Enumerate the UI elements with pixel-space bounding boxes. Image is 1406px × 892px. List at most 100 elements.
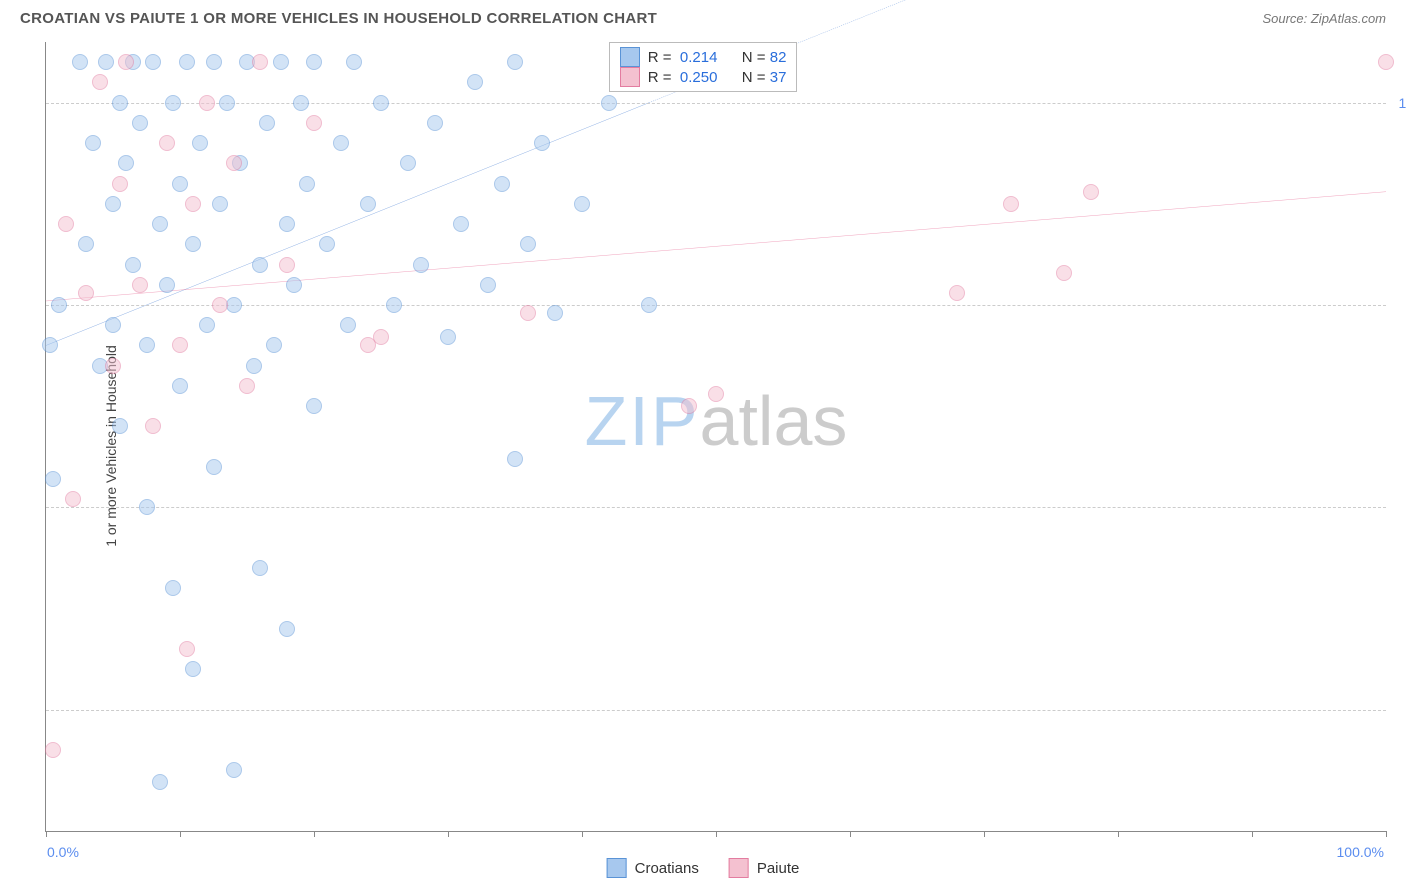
scatter-point [145, 418, 161, 434]
n-prefix: N = [742, 69, 770, 86]
n-value-croatians: 82 [770, 49, 787, 66]
scatter-point [159, 135, 175, 151]
scatter-point [1056, 265, 1072, 281]
scatter-point [152, 216, 168, 232]
scatter-point [219, 95, 235, 111]
scatter-point [78, 285, 94, 301]
scatter-point [520, 305, 536, 321]
y-tick-label: 95.0% [1391, 297, 1406, 313]
scatter-point [132, 115, 148, 131]
regression-line [46, 192, 1386, 301]
scatter-point [125, 257, 141, 273]
scatter-point [306, 115, 322, 131]
r-label: R = 0.214 [648, 49, 718, 66]
y-tick-label: 85.0% [1391, 702, 1406, 718]
scatter-point [179, 641, 195, 657]
scatter-point [340, 317, 356, 333]
scatter-point [85, 135, 101, 151]
scatter-point [252, 54, 268, 70]
scatter-point [1083, 184, 1099, 200]
scatter-point [681, 398, 697, 414]
scatter-point [279, 257, 295, 273]
legend-stats: R = 0.214 N = 82 R = 0.250 N = 37 [609, 42, 798, 92]
scatter-point [72, 54, 88, 70]
scatter-point [165, 95, 181, 111]
swatch-paiute-icon [729, 858, 749, 878]
scatter-point [105, 317, 121, 333]
scatter-point [139, 337, 155, 353]
scatter-point [494, 176, 510, 192]
y-tick-label: 90.0% [1391, 499, 1406, 515]
scatter-point [139, 499, 155, 515]
source-attribution: Source: ZipAtlas.com [1262, 11, 1386, 26]
scatter-point [453, 216, 469, 232]
plot-region: ZIPatlas R = 0.214 N = 82 R = 0.250 N = … [46, 42, 1386, 831]
scatter-point [42, 337, 58, 353]
scatter-point [360, 196, 376, 212]
x-tick [1386, 831, 1387, 837]
y-tick-label: 100.0% [1391, 95, 1406, 111]
scatter-point [601, 95, 617, 111]
scatter-point [299, 176, 315, 192]
legend-stats-row-croatians: R = 0.214 N = 82 [620, 47, 787, 67]
legend-stats-row-paiute: R = 0.250 N = 37 [620, 67, 787, 87]
scatter-point [118, 155, 134, 171]
scatter-point [239, 378, 255, 394]
scatter-point [152, 774, 168, 790]
scatter-point [507, 54, 523, 70]
scatter-point [279, 216, 295, 232]
scatter-point [440, 329, 456, 345]
scatter-point [467, 74, 483, 90]
scatter-point [1378, 54, 1394, 70]
scatter-point [547, 305, 563, 321]
swatch-paiute [620, 67, 640, 87]
x-tick [850, 831, 851, 837]
x-tick [314, 831, 315, 837]
legend-label-croatians: Croatians [635, 860, 699, 877]
scatter-point [132, 277, 148, 293]
scatter-point [1003, 196, 1019, 212]
scatter-point [259, 115, 275, 131]
scatter-point [92, 74, 108, 90]
scatter-point [112, 176, 128, 192]
scatter-point [319, 236, 335, 252]
scatter-point [185, 236, 201, 252]
scatter-point [112, 418, 128, 434]
scatter-point [192, 135, 208, 151]
n-prefix: N = [742, 49, 770, 66]
chart-title: CROATIAN VS PAIUTE 1 OR MORE VEHICLES IN… [20, 10, 657, 27]
x-tick [1252, 831, 1253, 837]
scatter-point [641, 297, 657, 313]
scatter-point [386, 297, 402, 313]
scatter-point [199, 317, 215, 333]
x-tick [582, 831, 583, 837]
swatch-croatians [620, 47, 640, 67]
legend-item-paiute: Paiute [729, 858, 800, 878]
scatter-point [293, 95, 309, 111]
x-tick [716, 831, 717, 837]
scatter-point [708, 386, 724, 402]
scatter-point [172, 378, 188, 394]
scatter-point [212, 196, 228, 212]
n-label: N = 82 [742, 49, 787, 66]
x-tick-label-0: 0.0% [47, 844, 79, 860]
scatter-point [333, 135, 349, 151]
x-tick [1118, 831, 1119, 837]
scatter-point [45, 742, 61, 758]
r-value-croatians: 0.214 [680, 49, 718, 66]
scatter-point [65, 491, 81, 507]
scatter-point [226, 155, 242, 171]
scatter-point [574, 196, 590, 212]
gridline [46, 710, 1386, 711]
scatter-point [185, 196, 201, 212]
scatter-point [98, 54, 114, 70]
scatter-point [520, 236, 536, 252]
legend-item-croatians: Croatians [607, 858, 699, 878]
gridline [46, 305, 1386, 306]
x-tick [984, 831, 985, 837]
scatter-point [185, 661, 201, 677]
scatter-point [172, 337, 188, 353]
scatter-point [252, 560, 268, 576]
scatter-point [427, 115, 443, 131]
r-prefix: R = [648, 69, 676, 86]
